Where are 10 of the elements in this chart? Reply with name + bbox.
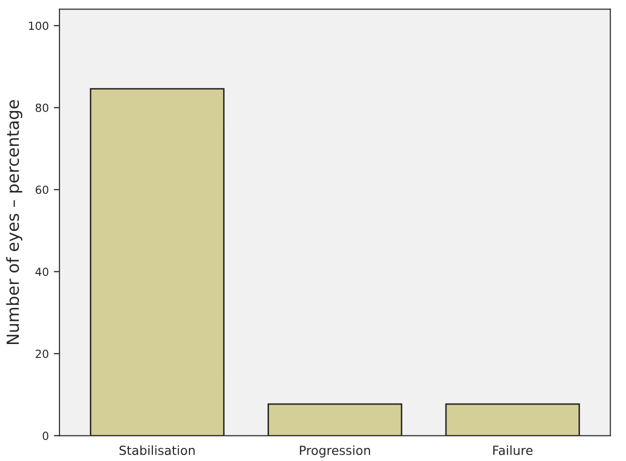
y-tick-label: 40	[35, 268, 48, 276]
x-tick-label: Failure	[493, 445, 533, 456]
y-tick-label: 20	[36, 350, 48, 358]
y-tick-label: 80	[36, 104, 48, 112]
x-tick-label: Stabilisation	[120, 445, 195, 456]
y-axis-title: Number of eyes – percentage	[6, 100, 22, 344]
y-tick-label: 0	[42, 432, 48, 440]
y-tick-label: 60	[36, 186, 48, 194]
x-tick-label: Progression	[300, 445, 370, 458]
y-tick-label: 100	[29, 22, 48, 30]
